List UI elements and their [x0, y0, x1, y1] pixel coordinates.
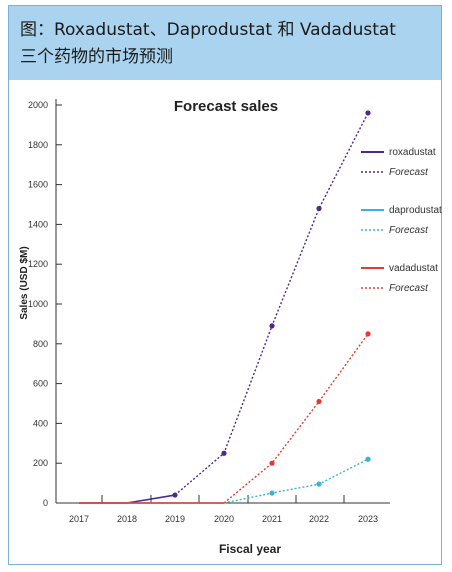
data-point-vadadustat	[269, 460, 275, 466]
y-tick-label: 0	[43, 498, 48, 508]
legend-label-forecast: Forecast	[389, 167, 429, 178]
legend-label-forecast: Forecast	[389, 283, 429, 294]
figure-caption-line-2: 三个药物的市场预测	[20, 47, 173, 67]
y-axis-ticks: 0 200 400 600 800 1000 1200 1400 1600 1800 2000	[28, 100, 62, 508]
legend-label-vadadustat: vadadustat	[389, 263, 438, 274]
data-point-roxadustat	[221, 450, 227, 456]
chart-legend: roxadustat Forecast daprodustat Forecast vad…	[361, 147, 442, 294]
y-tick-label: 1400	[28, 219, 48, 229]
legend-label-forecast: Forecast	[389, 225, 429, 236]
y-tick-label: 400	[33, 418, 48, 428]
data-point-daprodustat	[316, 481, 322, 487]
figure-caption-line-1: 图：Roxadustat、Daprodustat 和 Vadadustat	[20, 20, 396, 40]
data-point-roxadustat	[172, 492, 178, 498]
y-tick-label: 1000	[28, 299, 48, 309]
data-point-vadadustat	[365, 331, 371, 337]
x-tick-label: 2018	[117, 514, 137, 524]
y-tick-label: 2000	[28, 100, 48, 110]
series-roxadustat	[79, 110, 371, 504]
legend-label-daprodustat: daprodustat	[389, 205, 442, 216]
y-tick-label: 1800	[28, 140, 48, 150]
x-tick-label: 2023	[358, 514, 378, 524]
data-point-daprodustat	[269, 490, 275, 496]
series-vadadustat	[79, 331, 371, 504]
chart-title: Forecast sales	[174, 98, 278, 115]
data-point-vadadustat	[316, 398, 322, 405]
x-tick-label: 2020	[214, 514, 234, 524]
chart-axes: 0 200 400 600 800 1000 1200 1400 1600 1800 2000 20…	[28, 99, 390, 524]
y-axis-title: Sales (USD $M)	[19, 246, 30, 319]
series-line-roxadustat-forecast	[174, 112, 369, 496]
series-line-daprodustat-forecast	[223, 458, 369, 504]
data-point-daprodustat	[365, 456, 371, 462]
series-line-vadadustat-forecast	[223, 333, 369, 504]
series-line-roxadustat-actual	[79, 494, 176, 504]
figure-header: 图：Roxadustat、Daprodustat 和 Vadadustat 三个…	[9, 6, 441, 80]
figure-frame: 图：Roxadustat、Daprodustat 和 Vadadustat 三个…	[8, 5, 442, 565]
series-layer	[79, 110, 371, 504]
data-point-roxadustat	[269, 323, 275, 329]
x-tick-label: 2021	[262, 514, 282, 524]
y-tick-label: 800	[33, 339, 48, 349]
legend-label-roxadustat: roxadustat	[389, 147, 436, 158]
data-point-roxadustat	[316, 205, 322, 212]
x-axis-title: Fiscal year	[219, 542, 281, 556]
x-tick-label: 2022	[309, 514, 329, 524]
x-axis-ticks: 2017 2018 2019 2020 2021 2022 2023	[69, 495, 378, 524]
data-point-roxadustat	[365, 110, 371, 116]
y-tick-label: 1600	[28, 180, 48, 190]
y-tick-label: 600	[33, 379, 48, 389]
y-tick-label: 200	[33, 458, 48, 468]
x-tick-label: 2019	[165, 514, 185, 524]
x-tick-label: 2017	[69, 514, 89, 524]
y-tick-label: 1200	[28, 259, 48, 269]
series-daprodustat	[79, 456, 371, 504]
